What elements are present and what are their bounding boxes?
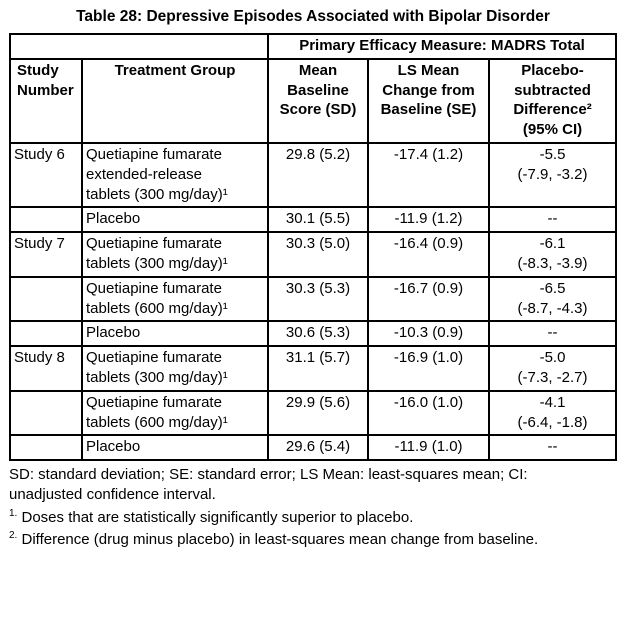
cell-difference: -- — [487, 206, 618, 234]
span-header-cell: Primary Efficacy Measure: MADRS Total — [266, 33, 618, 60]
footnote-2-text: Difference (drug minus placebo) in least… — [17, 530, 539, 548]
col-header-ls-mean-change: LS Mean Change from Baseline (SE) — [367, 57, 490, 144]
cell-difference: -6.1 (-8.3, -3.9) — [487, 231, 618, 278]
footnotes: SD: standard deviation; SE: standard err… — [9, 465, 617, 550]
cell-study — [9, 389, 83, 437]
footnote-2: 2. Difference (drug minus placebo) in le… — [9, 530, 617, 550]
cell-treatment: Quetiapine fumarate tablets (600 mg/day)… — [81, 275, 269, 323]
footnote-1-marker: 1. — [9, 507, 18, 519]
cell-baseline: 31.1 (5.7) — [267, 345, 369, 392]
table-row: Quetiapine fumarate tablets (600 mg/day)… — [9, 275, 618, 323]
cell-study: Study 8 — [9, 345, 83, 392]
document-page: Table 28: Depressive Episodes Associated… — [9, 8, 618, 550]
col-header-mean-baseline: Mean Baseline Score (SD) — [267, 57, 369, 144]
cell-study: Study 7 — [9, 231, 83, 278]
cell-treatment: Quetiapine fumarate tablets (300 mg/day)… — [81, 345, 269, 392]
cell-baseline: 30.6 (5.3) — [267, 320, 369, 348]
cell-difference: -- — [487, 434, 618, 462]
col-header-placebo-difference: Placebo- subtracted Difference² (95% CI) — [487, 57, 618, 144]
table-row: Study 8 Quetiapine fumarate tablets (300… — [9, 345, 618, 392]
cell-change: -16.9 (1.0) — [367, 345, 490, 392]
corner-cell — [9, 33, 269, 60]
cell-baseline: 29.8 (5.2) — [267, 141, 369, 209]
cell-baseline: 30.3 (5.0) — [267, 231, 369, 278]
cell-change: -16.0 (1.0) — [367, 389, 490, 437]
cell-difference: -5.0 (-7.3, -2.7) — [487, 345, 618, 392]
footnote-abbreviations: SD: standard deviation; SE: standard err… — [9, 466, 528, 504]
cell-baseline: 30.1 (5.5) — [267, 206, 369, 234]
table-row: Study 6 Quetiapine fumarate extended-rel… — [9, 141, 618, 209]
cell-change: -17.4 (1.2) — [367, 141, 490, 209]
cell-change: -16.4 (0.9) — [367, 231, 490, 278]
cell-study — [9, 434, 83, 462]
cell-treatment: Placebo — [81, 206, 269, 234]
cell-baseline: 30.3 (5.3) — [267, 275, 369, 323]
cell-study — [9, 275, 83, 323]
header-row-span: Primary Efficacy Measure: MADRS Total — [9, 33, 618, 60]
table-row: Placebo 29.6 (5.4) -11.9 (1.0) -- — [9, 434, 618, 462]
cell-baseline: 29.6 (5.4) — [267, 434, 369, 462]
cell-treatment: Quetiapine fumarate tablets (600 mg/day)… — [81, 389, 269, 437]
cell-change: -16.7 (0.9) — [367, 275, 490, 323]
table-row: Study 7 Quetiapine fumarate tablets (300… — [9, 231, 618, 278]
cell-change: -11.9 (1.0) — [367, 434, 490, 462]
cell-study — [9, 206, 83, 234]
results-table: Primary Efficacy Measure: MADRS Total St… — [9, 33, 618, 462]
table-row: Quetiapine fumarate tablets (600 mg/day)… — [9, 389, 618, 437]
col-header-study-number: Study Number — [9, 57, 83, 144]
cell-treatment: Placebo — [81, 320, 269, 348]
header-row-columns: Study Number Treatment Group Mean Baseli… — [9, 57, 618, 144]
cell-study — [9, 320, 83, 348]
footnote-1: 1. Doses that are statistically signific… — [9, 508, 617, 528]
cell-treatment: Quetiapine fumarate extended-release tab… — [81, 141, 269, 209]
cell-study: Study 6 — [9, 141, 83, 209]
cell-treatment: Quetiapine fumarate tablets (300 mg/day)… — [81, 231, 269, 278]
cell-change: -11.9 (1.2) — [367, 206, 490, 234]
cell-difference: -4.1 (-6.4, -1.8) — [487, 389, 618, 437]
footnote-1-text: Doses that are statistically significant… — [17, 508, 414, 526]
cell-difference: -6.5 (-8.7, -4.3) — [487, 275, 618, 323]
cell-baseline: 29.9 (5.6) — [267, 389, 369, 437]
cell-difference: -- — [487, 320, 618, 348]
cell-treatment: Placebo — [81, 434, 269, 462]
cell-difference: -5.5 (-7.9, -3.2) — [487, 141, 618, 209]
cell-change: -10.3 (0.9) — [367, 320, 490, 348]
table-title: Table 28: Depressive Episodes Associated… — [76, 8, 550, 25]
col-header-treatment-group: Treatment Group — [81, 57, 269, 144]
table-row: Placebo 30.6 (5.3) -10.3 (0.9) -- — [9, 320, 618, 348]
footnote-2-marker: 2. — [9, 529, 18, 541]
table-row: Placebo 30.1 (5.5) -11.9 (1.2) -- — [9, 206, 618, 234]
